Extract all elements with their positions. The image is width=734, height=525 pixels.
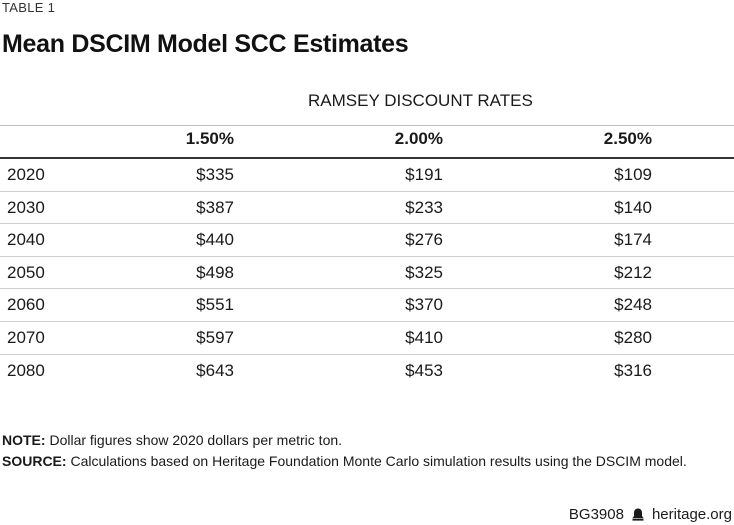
table-cell: $212 <box>614 262 652 282</box>
table-row: 2030 $387 $233 $140 <box>0 192 734 225</box>
table-header: 1.50% 2.00% 2.50% <box>0 129 734 153</box>
row-year: 2050 <box>7 262 45 282</box>
page-title: Mean DSCIM Model SCC Estimates <box>2 30 409 58</box>
source-text: Calculations based on Heritage Foundatio… <box>66 453 687 469</box>
table-cell: $551 <box>196 295 234 315</box>
table-cell: $316 <box>614 360 652 380</box>
table-cell: $498 <box>196 262 234 282</box>
row-year: 2060 <box>7 295 45 315</box>
footer: BG3908 heritage.org <box>569 506 732 523</box>
table-cell: $233 <box>405 197 443 217</box>
table-cell: $325 <box>405 262 443 282</box>
source-label: SOURCE: <box>2 453 67 469</box>
table-cell: $597 <box>196 327 234 347</box>
column-group-label: RAMSEY DISCOUNT RATES <box>308 91 533 110</box>
note-text: Dollar figures show 2020 dollars per met… <box>45 432 343 448</box>
table-row: 2060 $551 $370 $248 <box>0 289 734 322</box>
table-row: 2020 $335 $191 $109 <box>0 159 734 192</box>
header-divider <box>0 157 734 159</box>
row-year: 2040 <box>7 230 45 250</box>
note-label: NOTE: <box>2 432 46 448</box>
bell-icon <box>632 508 644 521</box>
row-year: 2070 <box>7 327 45 347</box>
table-cell: $410 <box>405 327 443 347</box>
note-line: NOTE: Dollar figures show 2020 dollars p… <box>2 430 687 451</box>
table-cell: $440 <box>196 230 234 250</box>
table-label: TABLE 1 <box>2 0 56 15</box>
table-cell: $174 <box>614 230 652 250</box>
column-header-2: 2.00% <box>394 129 443 148</box>
table-cell: $140 <box>614 197 652 217</box>
table-cell: $643 <box>196 360 234 380</box>
row-year: 2020 <box>7 165 45 184</box>
column-header-1: 1.50% <box>185 129 234 148</box>
table-body: 2020 $335 $191 $109 2030 $387 $233 $140 … <box>0 159 734 386</box>
row-year: 2030 <box>7 197 45 217</box>
table-cell: $370 <box>405 295 443 315</box>
report-code: BG3908 <box>568 506 624 523</box>
table-row: 2050 $498 $325 $212 <box>0 257 734 290</box>
table-row: 2070 $597 $410 $280 <box>0 322 734 355</box>
row-year: 2080 <box>7 360 45 380</box>
column-header-3: 2.50% <box>603 129 652 148</box>
table-cell: $387 <box>196 197 234 217</box>
divider <box>0 125 734 126</box>
notes: NOTE: Dollar figures show 2020 dollars p… <box>2 430 687 472</box>
table-cell: $191 <box>405 165 443 184</box>
table-cell: $335 <box>196 165 234 184</box>
table-cell: $248 <box>614 295 652 315</box>
site-link[interactable]: heritage.org <box>651 506 732 523</box>
table-cell: $280 <box>614 327 652 347</box>
table-cell: $453 <box>405 360 443 380</box>
source-line: SOURCE: Calculations based on Heritage F… <box>2 451 687 472</box>
table-cell: $276 <box>405 230 443 250</box>
table-cell: $109 <box>614 165 652 184</box>
table-row: 2080 $643 $453 $316 <box>0 355 734 387</box>
table-row: 2040 $440 $276 $174 <box>0 224 734 257</box>
